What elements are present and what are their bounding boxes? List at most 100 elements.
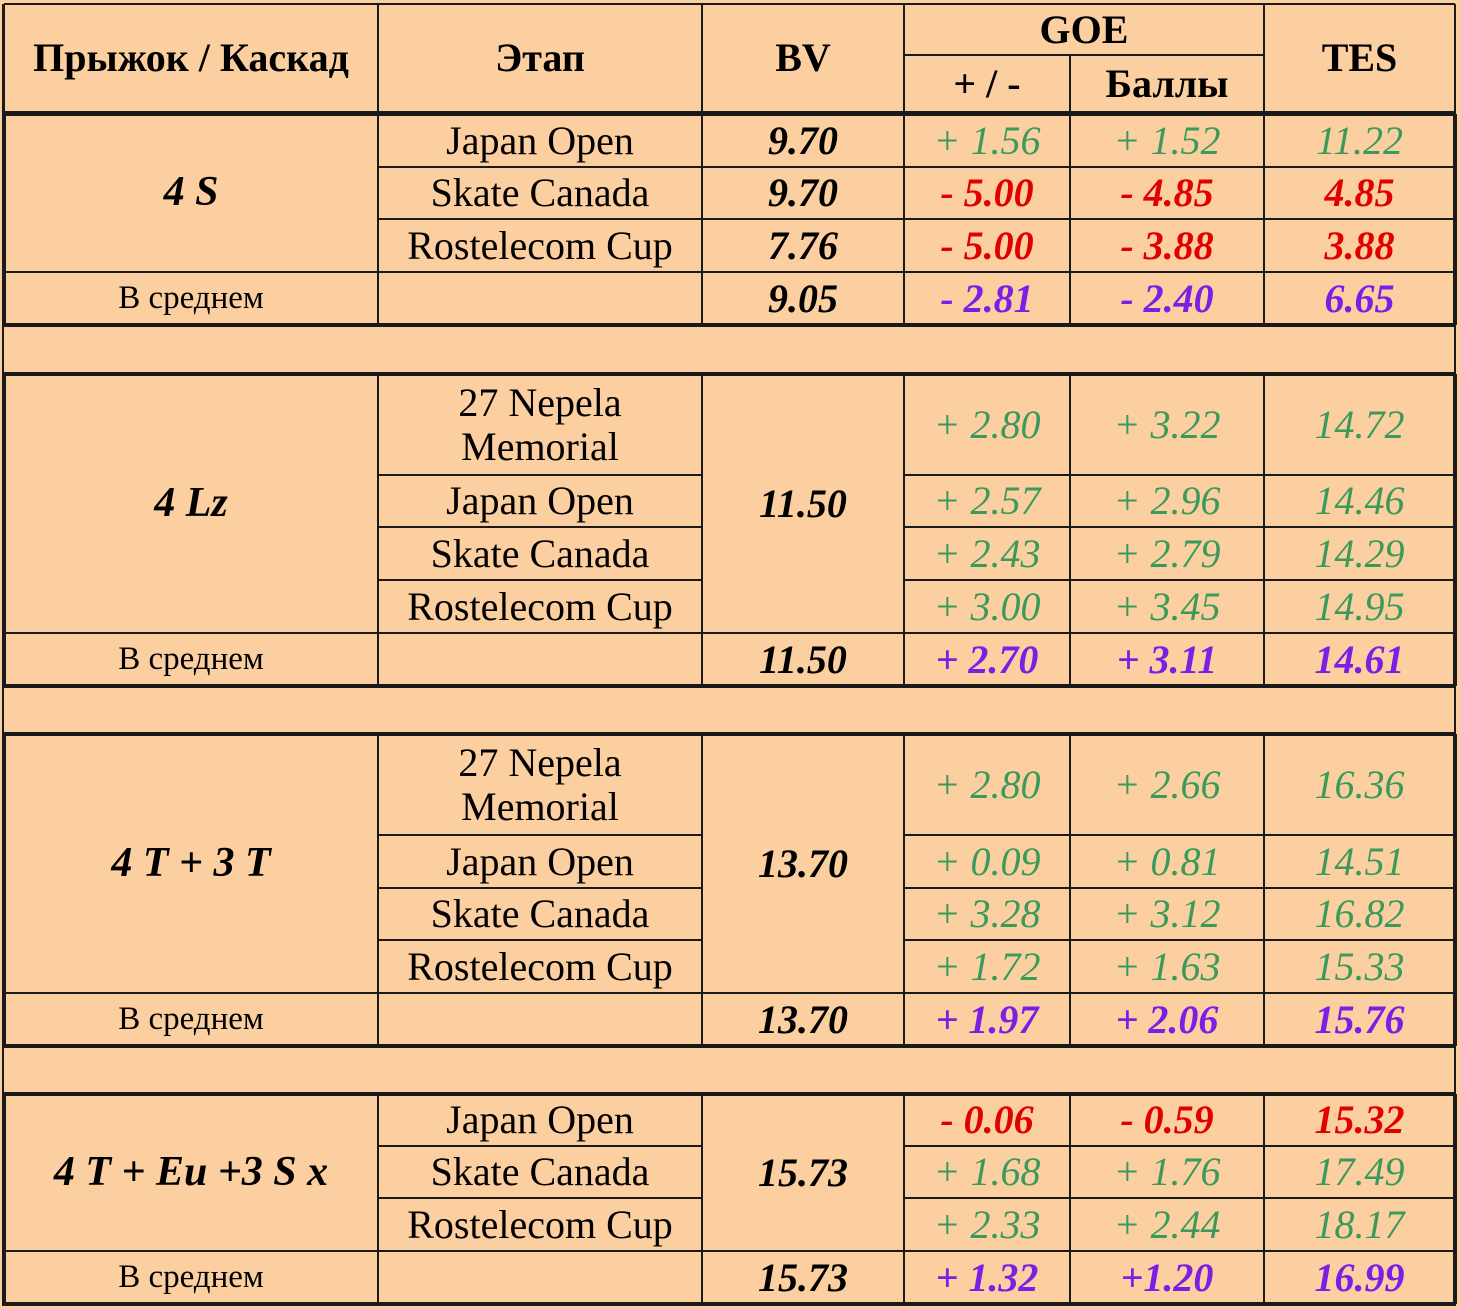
- grid-line: [2, 4, 4, 1306]
- grid-line: [701, 734, 703, 1046]
- event-name: Skate Canada: [430, 170, 650, 216]
- event-name: Rostelecom Cup: [407, 222, 673, 268]
- average-goe-points: + 3.11: [1116, 636, 1218, 682]
- grid-line: [904, 54, 1264, 56]
- goe-points: + 2.96: [1113, 478, 1221, 524]
- tes-value: 15.32: [1314, 1097, 1405, 1143]
- header-goe-points: Баллы: [1105, 60, 1229, 106]
- grid-line: [378, 1197, 702, 1199]
- event-name: Rostelecom Cup: [407, 943, 673, 989]
- header-stage: Этап: [495, 35, 585, 81]
- grid-line: [1263, 4, 1265, 112]
- goe-points: - 0.59: [1120, 1097, 1214, 1143]
- grid-line: [701, 1094, 703, 1304]
- base-value: 15.73: [758, 1149, 848, 1195]
- grid-line: [4, 372, 1455, 376]
- goe-plus-minus: + 2.80: [933, 401, 1041, 447]
- goe-plus-minus: + 3.28: [933, 891, 1041, 937]
- tes-value: 14.46: [1314, 478, 1405, 524]
- average-label: В среднем: [118, 1000, 264, 1037]
- goe-points: + 0.81: [1113, 838, 1221, 884]
- grid-line: [1069, 374, 1071, 686]
- tes-value: 16.82: [1314, 891, 1405, 937]
- grid-line: [377, 4, 379, 112]
- goe-plus-minus: + 1.68: [933, 1149, 1041, 1195]
- grid-line: [903, 734, 905, 1046]
- grid-line: [904, 474, 1455, 476]
- header-bv: BV: [775, 35, 831, 81]
- grid-line: [903, 4, 905, 112]
- goe-points: + 2.66: [1113, 761, 1221, 807]
- grid-line: [4, 271, 1455, 273]
- grid-line: [1069, 734, 1071, 1046]
- jump-name: 4 Lz: [154, 479, 228, 526]
- goe-plus-minus: + 1.72: [933, 943, 1041, 989]
- goe-points: - 3.88: [1120, 222, 1214, 268]
- grid-line: [1069, 55, 1071, 112]
- grid-line: [904, 834, 1455, 836]
- grid-line: [377, 1094, 379, 1304]
- grid-line: [1069, 1094, 1071, 1304]
- base-value: 13.70: [758, 840, 848, 886]
- grid-line: [904, 579, 1455, 581]
- average-tes: 14.61: [1314, 636, 1405, 682]
- tes-value: 14.95: [1314, 583, 1405, 629]
- event-name: Rostelecom Cup: [407, 583, 673, 629]
- grid-line: [1263, 1094, 1265, 1304]
- tes-value: 15.33: [1314, 943, 1405, 989]
- tes-value: 14.29: [1314, 530, 1405, 576]
- grid-line: [378, 939, 702, 941]
- grid-line: [1263, 374, 1265, 686]
- average-label: В среднем: [118, 279, 264, 316]
- grid-line: [4, 323, 1455, 327]
- goe-plus-minus: - 5.00: [940, 170, 1034, 216]
- average-base-value: 15.73: [758, 1254, 848, 1300]
- grid-line: [701, 374, 703, 686]
- average-goe-plus-minus: - 2.81: [940, 275, 1034, 321]
- tes-value: 11.22: [1315, 117, 1404, 163]
- goe-plus-minus: + 2.33: [933, 1201, 1041, 1247]
- event-name: 27 Nepela Memorial: [458, 740, 622, 829]
- average-tes: 6.65: [1324, 275, 1395, 321]
- grid-line: [378, 887, 702, 889]
- goe-plus-minus: + 2.57: [933, 478, 1041, 524]
- grid-line: [378, 166, 1455, 168]
- grid-line: [378, 579, 702, 581]
- tes-value: 18.17: [1314, 1201, 1405, 1247]
- goe-points: - 4.85: [1120, 170, 1214, 216]
- grid-line: [3, 4, 5, 112]
- goe-points: + 1.52: [1113, 117, 1221, 163]
- event-name: Japan Open: [446, 117, 634, 163]
- average-base-value: 9.05: [768, 275, 838, 321]
- goe-plus-minus: + 2.43: [933, 530, 1041, 576]
- grid-line: [4, 732, 1455, 736]
- header-tes: TES: [1321, 35, 1398, 81]
- goe-points: + 3.45: [1113, 583, 1221, 629]
- jump-name: 4 T + 3 T: [111, 839, 271, 886]
- grid-line: [4, 1044, 1455, 1048]
- average-goe-plus-minus: + 2.70: [935, 636, 1039, 682]
- grid-line: [4, 111, 1455, 113]
- grid-line: [1454, 4, 1456, 1306]
- grid-line: [904, 1145, 1455, 1147]
- goe-plus-minus: - 0.06: [940, 1097, 1034, 1143]
- grid-line: [378, 474, 702, 476]
- jump-name: 4 T + Eu +3 S x: [53, 1148, 329, 1195]
- grid-line: [2, 1094, 6, 1304]
- grid-line: [4, 1302, 1455, 1306]
- goe-plus-minus: - 5.00: [940, 222, 1034, 268]
- jump-name: 4 S: [163, 169, 219, 216]
- event-name: Skate Canada: [430, 530, 650, 576]
- average-goe-points: +1.20: [1120, 1254, 1214, 1300]
- grid-line: [4, 1250, 1455, 1252]
- grid-line: [378, 1145, 702, 1147]
- goe-plus-minus: + 0.09: [933, 838, 1041, 884]
- goe-plus-minus: + 3.00: [933, 583, 1041, 629]
- grid-line: [4, 684, 1455, 688]
- event-name: Skate Canada: [430, 1149, 650, 1195]
- goe-points: + 2.44: [1113, 1201, 1221, 1247]
- grid-line: [903, 374, 905, 686]
- grid-line: [1069, 114, 1071, 325]
- grid-line: [701, 114, 703, 325]
